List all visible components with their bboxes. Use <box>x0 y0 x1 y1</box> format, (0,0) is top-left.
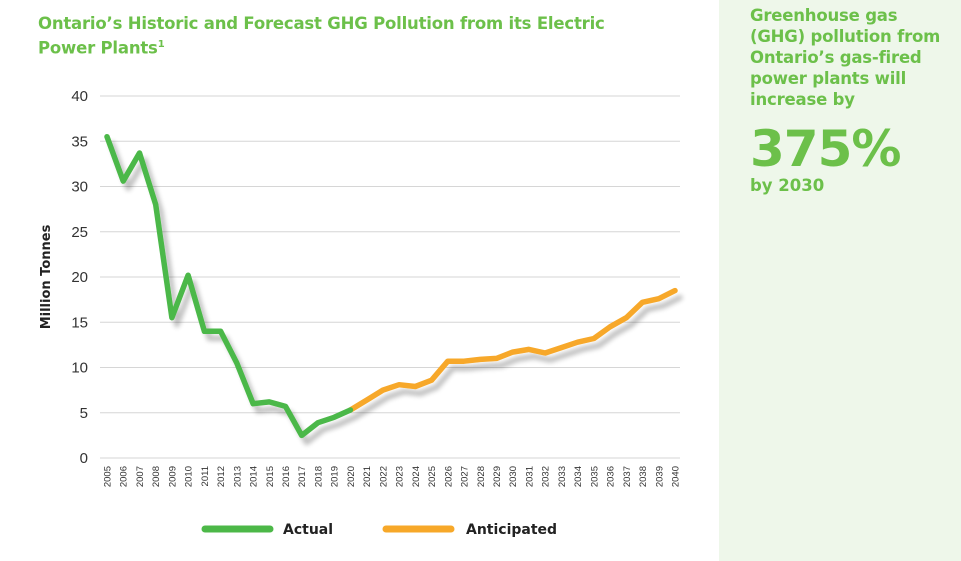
x-tick-label: 2019 <box>330 466 341 487</box>
x-tick-label: 2005 <box>103 466 114 487</box>
series-lines <box>104 133 678 439</box>
side-panel-subtext: by 2030 <box>750 176 825 195</box>
x-tick-label: 2032 <box>541 466 552 487</box>
x-tick-label: 2011 <box>200 466 211 486</box>
side-panel-text: Greenhouse gas (GHG) pollution from Onta… <box>750 6 941 109</box>
legend: Actual Anticipated <box>201 522 557 538</box>
y-tick-label: 20 <box>71 269 88 286</box>
x-tick-label: 2031 <box>524 466 535 487</box>
y-tick-label: 30 <box>71 179 88 196</box>
x-tick-label: 2014 <box>249 466 260 487</box>
x-tick-label: 2027 <box>460 466 471 487</box>
y-tick-label: 25 <box>71 224 88 241</box>
x-tick-label: 2017 <box>297 466 308 487</box>
x-axis-ticks: 2005 2006 2007 2008 2009 2010 2011 2012 2013 2014… <box>103 466 682 487</box>
y-tick-label: 5 <box>80 405 88 422</box>
x-tick-label: 2021 <box>362 466 373 487</box>
title-footnote: 1 <box>157 39 165 50</box>
x-tick-label: 2036 <box>606 466 617 487</box>
x-tick-label: 2018 <box>313 466 324 487</box>
x-tick-label: 2025 <box>427 466 438 487</box>
legend-label-actual: Actual <box>283 522 333 538</box>
legend-label-anticipated: Anticipated <box>466 522 557 538</box>
x-tick-label: 2008 <box>151 466 162 487</box>
series-line-anticipated <box>347 287 678 413</box>
x-tick-label: 2030 <box>508 466 519 487</box>
x-tick-label: 2012 <box>216 466 227 487</box>
y-tick-label: 0 <box>80 450 88 467</box>
x-tick-label: 2038 <box>638 466 649 487</box>
x-tick-label: 2033 <box>557 466 568 487</box>
x-tick-label: 2010 <box>184 466 195 487</box>
x-tick-label: 2013 <box>232 466 243 487</box>
y-tick-label: 35 <box>71 133 88 150</box>
x-tick-label: 2029 <box>492 466 503 487</box>
gridlines <box>100 95 680 459</box>
x-tick-label: 2037 <box>622 466 633 487</box>
series-line-actual <box>104 133 354 439</box>
x-tick-label: 2028 <box>476 466 487 487</box>
chart-title-text: Ontario’s Historic and Forecast GHG Poll… <box>38 14 605 58</box>
x-tick-label: 2034 <box>573 466 584 487</box>
x-tick-label: 2009 <box>167 466 178 487</box>
x-tick-label: 2006 <box>119 466 130 487</box>
x-tick-label: 2024 <box>411 466 422 487</box>
y-tick-label: 15 <box>71 314 88 331</box>
x-tick-label: 2039 <box>654 466 665 487</box>
x-tick-label: 2040 <box>671 466 682 487</box>
y-tick-label: 10 <box>71 360 88 377</box>
x-tick-label: 2020 <box>346 466 357 487</box>
x-tick-label: 2022 <box>378 466 389 487</box>
x-tick-label: 2007 <box>135 466 146 487</box>
side-panel: Greenhouse gas (GHG) pollution from Onta… <box>719 0 961 561</box>
x-tick-label: 2015 <box>265 466 276 487</box>
x-tick-label: 2035 <box>589 466 600 487</box>
chart-title: Ontario’s Historic and Forecast GHG Poll… <box>38 13 638 59</box>
y-axis-ticks: 0 5 10 15 20 25 30 35 40 <box>71 88 88 467</box>
x-tick-label: 2016 <box>281 466 292 487</box>
y-axis-label: Million Tonnes <box>39 224 54 329</box>
side-panel-stat: 375% <box>750 120 901 178</box>
x-tick-label: 2026 <box>443 466 454 487</box>
y-tick-label: 40 <box>71 88 88 105</box>
x-tick-label: 2023 <box>395 466 406 487</box>
